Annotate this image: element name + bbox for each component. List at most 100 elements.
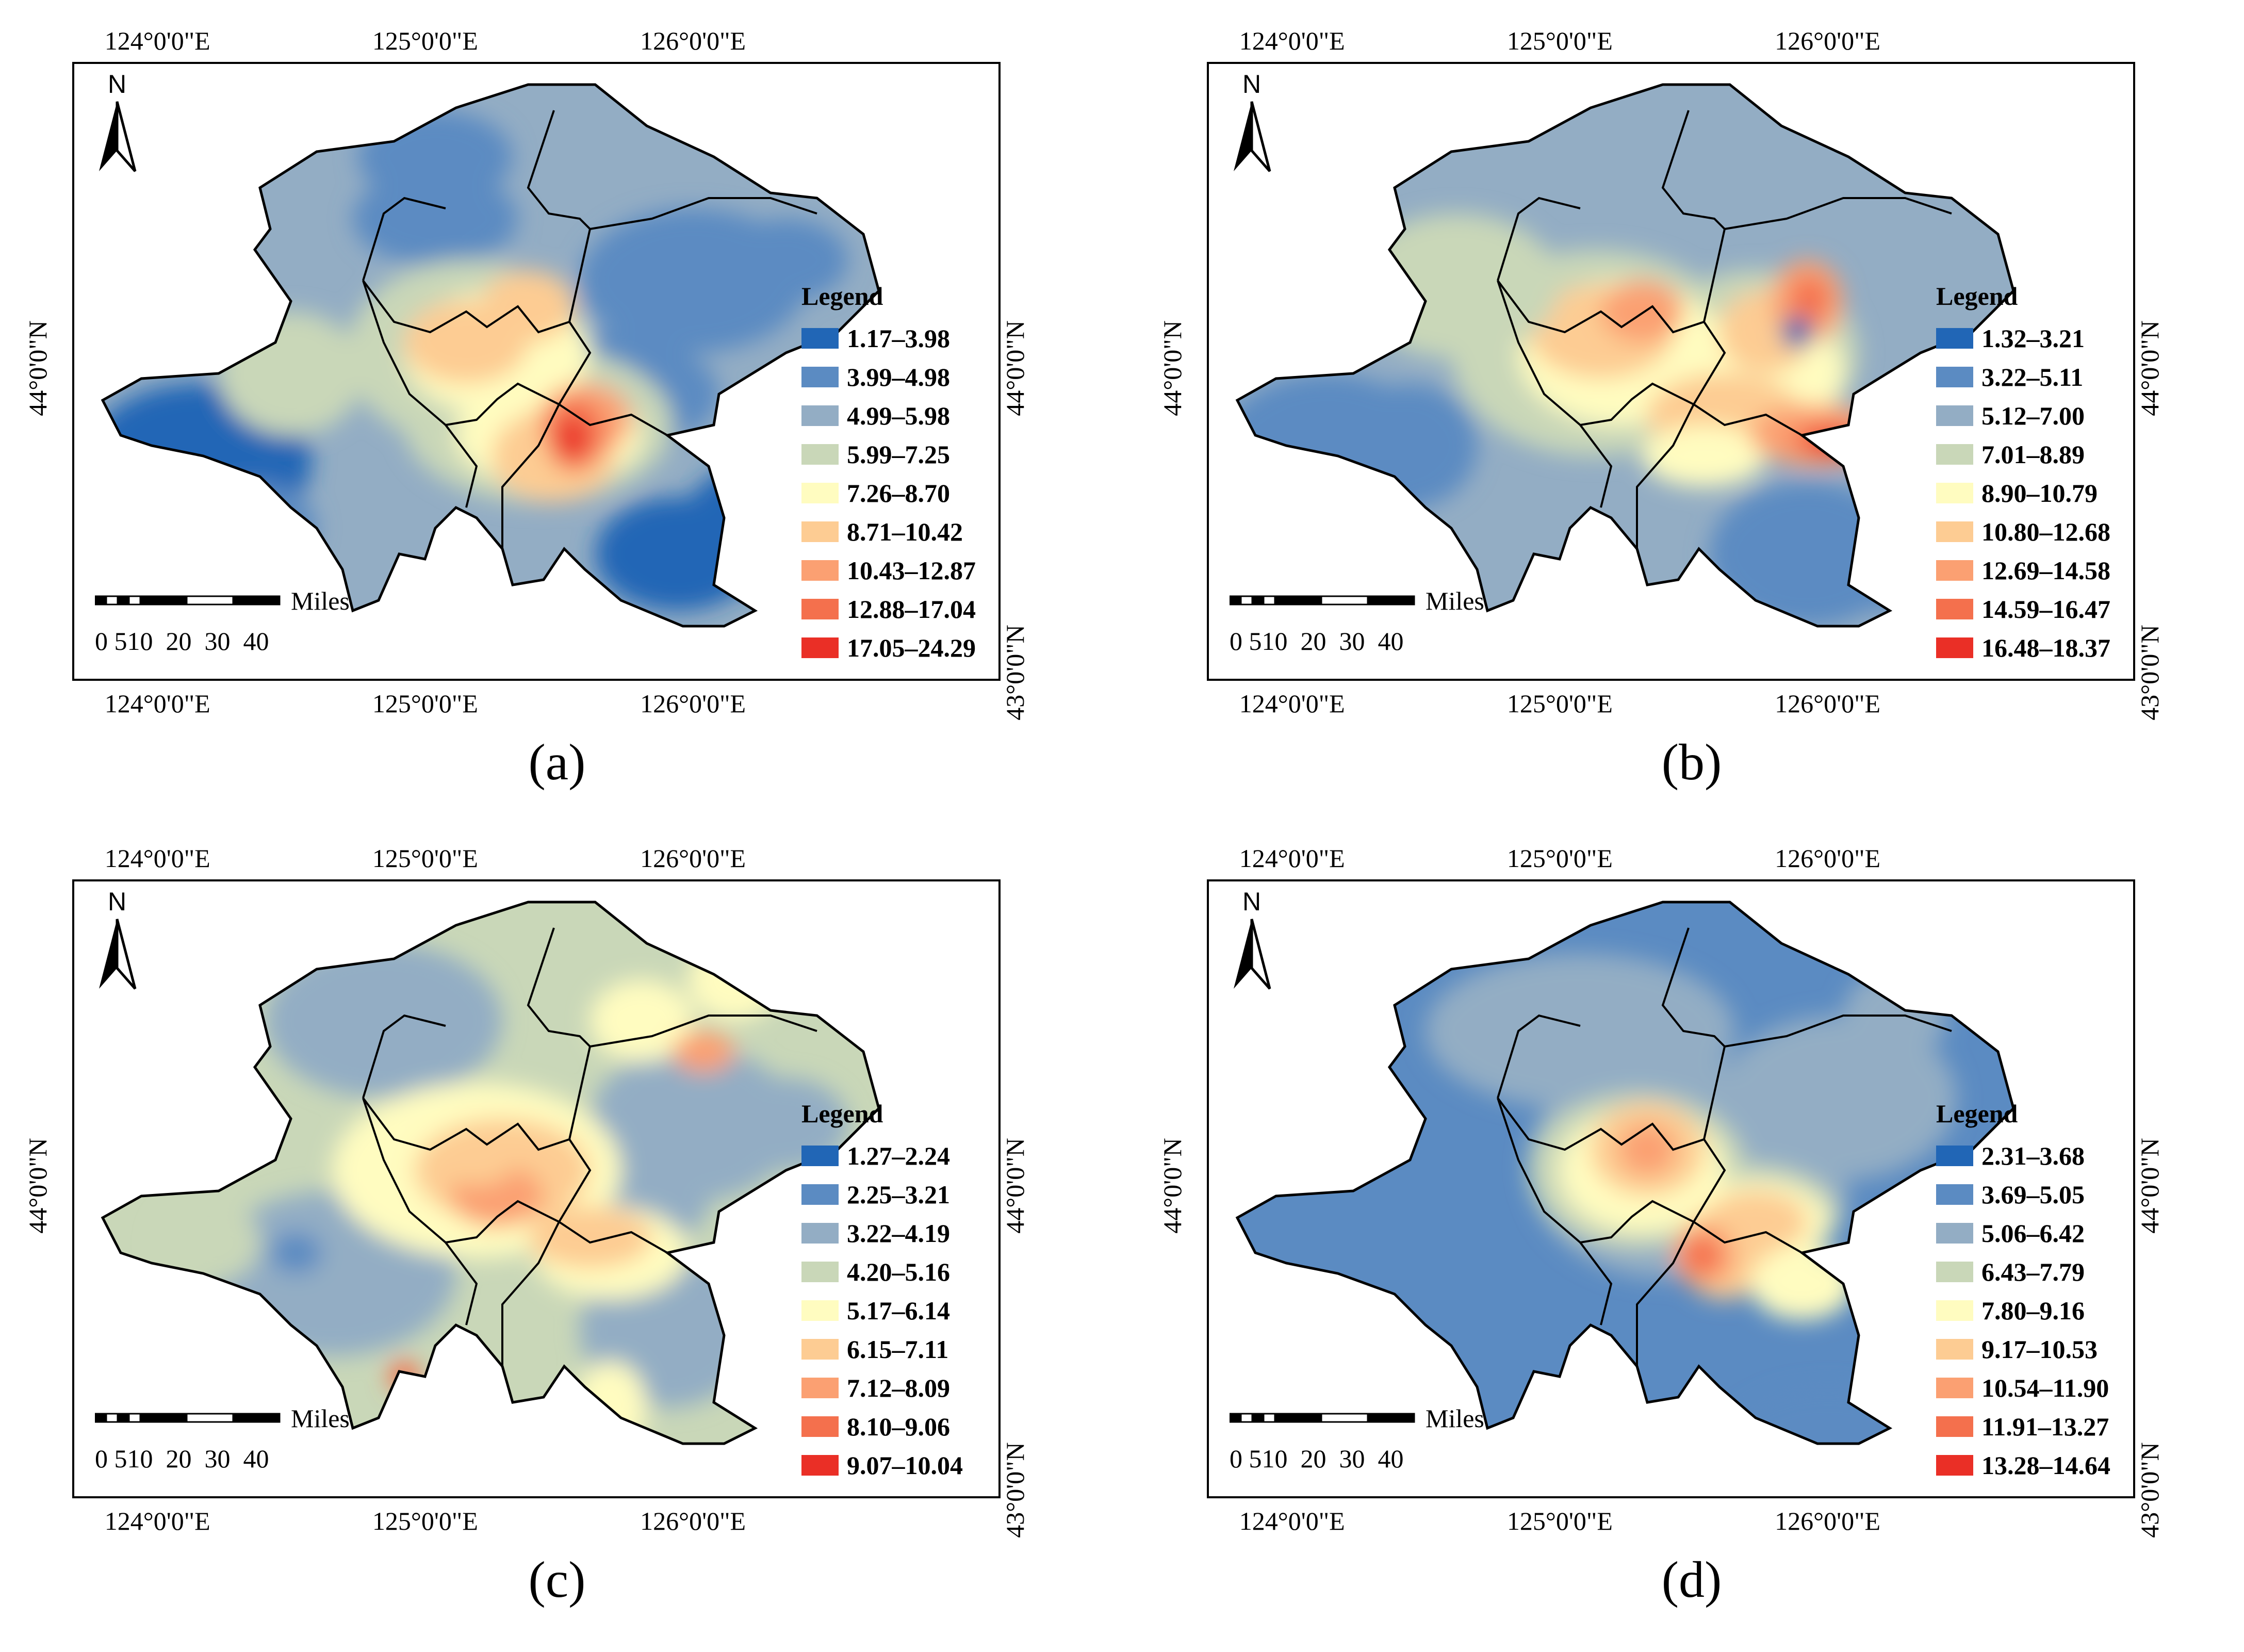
district-boundary [501,404,560,549]
legend-label: 5.99–7.25 [847,439,950,469]
concentration-zone [1281,1077,1343,1139]
legend-item: 9.07–10.04 [801,1446,997,1484]
legend-label: 10.54–11.90 [1981,1373,2109,1402]
longitude-label: 124°0'0"E [1239,689,1345,718]
legend-swatch [801,1454,839,1476]
concentration-zone [1619,1124,1676,1175]
district-boundary [558,321,592,405]
legend-item: 8.71–10.42 [801,512,997,551]
legend: Legend 1.32–3.21 3.22–5.11 5.12–7.00 7.01–8.… [1936,281,2132,667]
legend-label: 12.69–14.58 [1981,555,2110,585]
legend-label: 14.59–16.47 [1981,594,2110,624]
legend-item: 5.12–7.00 [1936,396,2132,435]
legend-item: 3.22–5.11 [1936,357,2132,396]
scale-bar: Miles 0 510 20 30 40 [95,1404,353,1485]
concentration-zone [1683,1237,1719,1273]
district-boundary [558,1221,668,1254]
legend-item: 3.99–4.98 [801,357,997,396]
district-boundary [558,1138,592,1223]
district-boundary [1724,197,1952,230]
scale-bar: Miles 0 510 20 30 40 [95,586,353,667]
legend-swatch [801,482,839,503]
legend-item: 12.69–14.58 [1936,551,2132,590]
legend-label: 5.12–7.00 [1981,401,2085,430]
legend-label: 10.43–12.87 [847,555,976,585]
study-area-boundary [101,901,880,1445]
latitude-label: 44°0'0"N [2135,320,2164,416]
concentration-zone [683,466,807,590]
scale-bar: Miles 0 510 20 30 40 [1230,1404,1487,1485]
legend-item: 6.15–7.11 [801,1330,997,1368]
district-boundary [1497,1098,1694,1244]
scale-unit: Miles [291,1404,350,1433]
concentration-zone [1781,317,1812,348]
legend-item: 5.99–7.25 [801,435,997,473]
legend-item: 17.05–24.29 [801,628,997,667]
legend-item: 7.12–8.09 [801,1368,997,1407]
concentration-zone [435,1124,518,1186]
legend-label: 16.48–18.37 [1981,633,2110,662]
legend-item: 1.17–3.98 [801,319,997,357]
longitude-label: 126°0'0"E [640,1507,746,1535]
district-boundary [1661,110,1726,230]
latitude-label: 43°0'0"N [1000,625,1029,721]
longitude-label: 126°0'0"E [640,844,746,873]
map-panel: 124°0'0"E 124°0'0"E 125°0'0"E 125°0'0"E 126°… [10,10,1104,791]
panel-caption: (a) [528,733,586,791]
longitude-label: 125°0'0"E [372,844,478,873]
legend-item: 2.31–3.68 [1936,1136,2132,1175]
legend-label: 7.12–8.09 [847,1373,950,1402]
longitude-label: 126°0'0"E [640,26,746,55]
longitude-label: 124°0'0"E [104,844,210,873]
legend-item: 5.06–6.42 [1936,1214,2132,1252]
longitude-label: 125°0'0"E [1506,26,1613,55]
legend-label: 6.15–7.11 [847,1334,949,1364]
legend-item: 3.69–5.05 [1936,1175,2132,1214]
legend-swatch [801,405,839,426]
concentration-zone [1353,214,1560,358]
concentration-zone [265,943,502,1098]
legend-item: 6.43–7.79 [1936,1252,2132,1291]
longitude-label: 126°0'0"E [1775,1507,1881,1535]
legend-swatch [1936,521,1973,542]
concentration-zone [724,219,848,301]
legend-item: 9.17–10.53 [1936,1330,2132,1368]
concentration-zone [1792,278,1828,319]
legend-item: 1.32–3.21 [1936,319,2132,357]
legend-swatch [1936,1338,1973,1360]
concentration-zone [482,270,575,342]
legend-label: 8.71–10.42 [847,517,963,546]
legend-swatch [801,560,839,581]
district-boundary [1693,403,1803,436]
scale-bar: Miles 0 510 20 30 40 [1230,586,1487,667]
concentration-zone [673,1031,734,1072]
legend-swatch [801,328,839,349]
legend: Legend 1.17–3.98 3.99–4.98 4.99–5.98 5.99–7.… [801,281,997,667]
district-boundary [501,1221,560,1366]
legend-swatch [1936,444,1973,465]
map-canvas [1235,901,2015,1445]
latitude-label: 43°0'0"N [2135,625,2164,721]
legend-item: 4.99–5.98 [801,396,997,435]
legend-item: 7.80–9.16 [1936,1291,2132,1330]
map-canvas [1235,83,2015,628]
legend-label: 3.69–5.05 [1981,1180,2085,1209]
district-boundary [1497,197,1581,281]
map-panel: 124°0'0"E 124°0'0"E 125°0'0"E 125°0'0"E 126°… [1145,10,2238,791]
legend-label: 17.05–24.29 [847,633,976,662]
longitude-label: 126°0'0"E [640,689,746,718]
legend-item: 11.91–13.27 [1936,1407,2132,1446]
legend-swatch [1936,328,1973,349]
district-boundary [362,280,560,427]
legend-label: 7.80–9.16 [1981,1296,2085,1325]
latitude-label: 44°0'0"N [23,1138,52,1234]
legend-swatch [801,1338,839,1360]
panel-caption: (c) [528,1551,586,1608]
longitude-label: 125°0'0"E [1506,844,1613,873]
scale-ticks: 0 510 20 30 40 [1230,1444,1404,1473]
legend-label: 3.99–4.98 [847,362,950,391]
map-frame: N Miles 0 510 20 30 40 Legend 2.31–3.68 3.69–… [1207,879,2135,1498]
legend-swatch [1936,1300,1973,1321]
district-boundary [589,197,817,230]
